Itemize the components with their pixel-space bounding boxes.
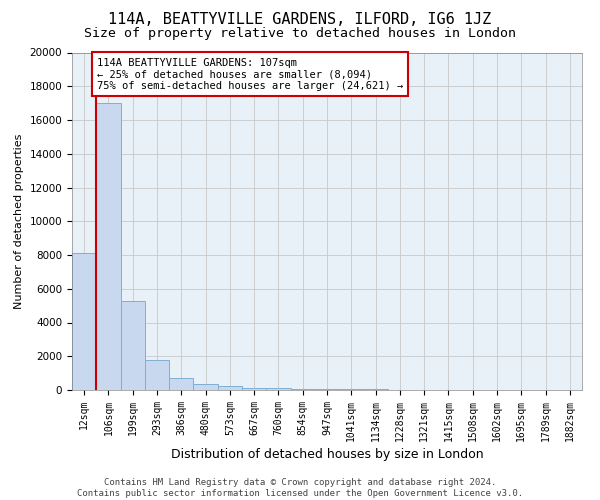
Text: Contains HM Land Registry data © Crown copyright and database right 2024.
Contai: Contains HM Land Registry data © Crown c…: [77, 478, 523, 498]
X-axis label: Distribution of detached houses by size in London: Distribution of detached houses by size …: [170, 448, 484, 461]
Bar: [72, 254, 96, 390]
Text: 114A BEATTYVILLE GARDENS: 107sqm
← 25% of detached houses are smaller (8,094)
75: 114A BEATTYVILLE GARDENS: 107sqm ← 25% o…: [97, 58, 403, 91]
Text: Size of property relative to detached houses in London: Size of property relative to detached ho…: [84, 28, 516, 40]
Bar: [193, 384, 218, 390]
Bar: [242, 388, 266, 390]
Bar: [145, 360, 169, 390]
Bar: [266, 388, 290, 390]
Bar: [121, 300, 145, 390]
Text: 114A, BEATTYVILLE GARDENS, ILFORD, IG6 1JZ: 114A, BEATTYVILLE GARDENS, ILFORD, IG6 1…: [109, 12, 491, 28]
Bar: [169, 378, 193, 390]
Y-axis label: Number of detached properties: Number of detached properties: [14, 134, 24, 309]
Bar: [96, 103, 121, 390]
Bar: [290, 389, 315, 390]
Bar: [315, 389, 339, 390]
Bar: [218, 386, 242, 390]
